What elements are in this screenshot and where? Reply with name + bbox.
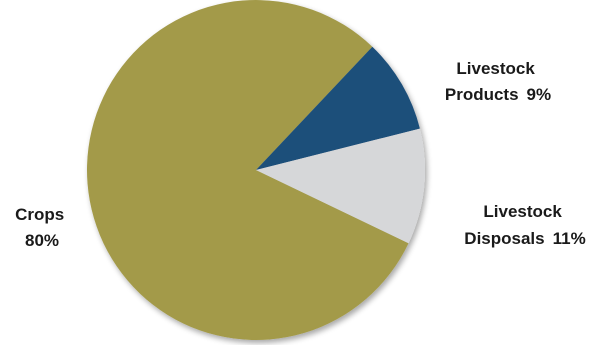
label-livestock-products: Livestock Products 9% xyxy=(445,59,551,104)
label-products-name: Products xyxy=(445,85,519,104)
slice-livestock-disposals xyxy=(256,128,426,244)
label-disposals-name: Disposals xyxy=(464,229,544,248)
label-livestock-disposals: Livestock Disposals 11% xyxy=(464,202,585,248)
slice-crops xyxy=(87,0,409,341)
label-products-pct: 9% xyxy=(527,85,552,104)
label-crops: Crops 80% xyxy=(15,205,69,250)
label-crops-name: Crops xyxy=(15,205,64,224)
label-products-line2: Products 9% xyxy=(445,85,551,104)
label-disposals-line1: Livestock xyxy=(483,202,562,221)
pie-slices xyxy=(87,0,426,341)
label-disposals-pct: 11% xyxy=(553,229,586,248)
label-products-line1: Livestock xyxy=(456,59,535,78)
slice-livestock-products xyxy=(256,46,420,170)
label-crops-pct: 80% xyxy=(25,231,59,250)
label-disposals-line2: Disposals 11% xyxy=(464,229,585,248)
